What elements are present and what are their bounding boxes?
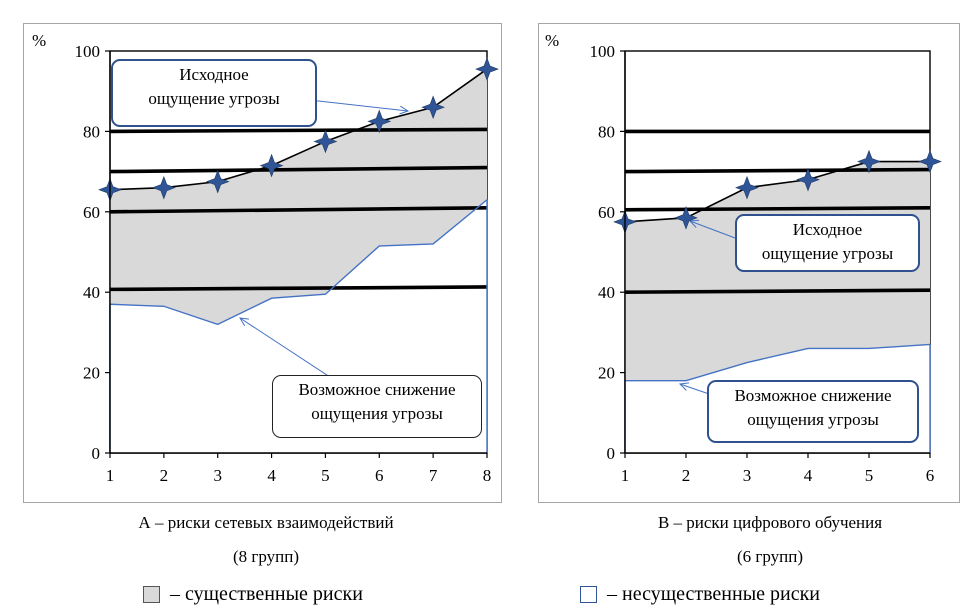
ga-reference-line <box>109 205 488 214</box>
gb-x-tick-label: 5 <box>865 466 874 485</box>
legend-label-significant: – существенные риски <box>170 583 363 605</box>
chart-b-caption: В – риски цифрового обучения (6 групп) <box>590 506 950 574</box>
ga-reference-line <box>109 285 488 292</box>
legend-swatch-insignificant <box>580 586 597 603</box>
ga-x-tick-label: 4 <box>267 466 276 485</box>
gb-y-tick-label: 100 <box>590 42 616 61</box>
callout-line: Исходное <box>792 220 863 239</box>
gb-x-tick-label: 1 <box>621 466 630 485</box>
ga-y-tick-label: 0 <box>92 444 101 463</box>
gb-y-tick-label: 60 <box>598 203 615 222</box>
chart-a-caption: А – риски сетевых взаимодействий (8 груп… <box>60 506 472 574</box>
ga-data-point <box>475 57 499 81</box>
gb-x-tick-label: 6 <box>926 466 935 485</box>
gb-y-tick-label: 20 <box>598 364 615 383</box>
ga-x-tick-label: 6 <box>375 466 384 485</box>
ga-x-tick-label: 8 <box>483 466 492 485</box>
gb-reference-line <box>624 205 931 212</box>
gb-y-tick-label: 40 <box>598 283 615 302</box>
legend-item-significant: – существенные риски <box>143 583 363 606</box>
callout-line: Исходное <box>179 65 249 84</box>
ga-x-tick-label: 5 <box>321 466 330 485</box>
ga-series-reduction-line <box>109 199 488 326</box>
gb-callout-pointer <box>679 383 713 396</box>
gb-y-tick-label: 0 <box>607 444 616 463</box>
caption-line: В – риски цифрового обучения <box>657 513 883 532</box>
chart-a-callout-initial: Исходное ощущение угрозы <box>111 59 317 127</box>
caption-line: (6 групп) <box>736 547 804 566</box>
callout-line: ощущение угрозы <box>148 89 280 108</box>
ga-reference-line <box>109 165 488 174</box>
ga-y-tick-label: 20 <box>83 364 100 383</box>
callout-line: ощущение угрозы <box>761 244 894 263</box>
gb-data-point <box>796 167 820 192</box>
gb-series-reduction-line <box>625 343 931 382</box>
chart-b-callout-initial: Исходное ощущение угрозы <box>735 214 920 272</box>
gb-data-point <box>735 175 759 200</box>
ga-callout-arrowhead <box>239 317 249 326</box>
caption-line: (8 групп) <box>232 547 300 566</box>
legend-swatch-significant <box>143 586 160 603</box>
gb-data-point <box>857 149 881 174</box>
ga-data-point <box>152 175 176 200</box>
gb-data-point <box>918 149 942 174</box>
gb-x-tick-label: 4 <box>804 466 813 485</box>
ga-data-point <box>205 169 230 194</box>
ga-data-point <box>367 109 392 134</box>
gb-x-tick-label: 2 <box>682 466 691 485</box>
legend-label-insignificant: – несущественные риски <box>607 583 821 605</box>
ga-y-tick-label: 100 <box>75 42 101 61</box>
ga-x-tick-label: 2 <box>160 466 169 485</box>
callout-line: Возможное снижение <box>298 380 456 399</box>
ga-data-point <box>259 153 284 178</box>
gb-reference-line <box>624 167 931 174</box>
gb-x-tick-label: 3 <box>743 466 752 485</box>
chart-b-callout-reduction: Возможное снижение ощущения угрозы <box>707 380 919 443</box>
caption-line: А – риски сетевых взаимодействий <box>138 513 394 532</box>
gb-callout-arrowhead <box>678 382 689 391</box>
chart-b-unit-label: % <box>545 31 559 50</box>
ga-callout-arrowhead <box>399 105 410 115</box>
chart-a-callout-reduction: Возможное снижение ощущения угрозы <box>272 375 482 438</box>
gb-y-tick-label: 80 <box>598 122 615 141</box>
callout-line: ощущения угрозы <box>311 404 443 423</box>
legend-item-insignificant: – несущественные риски <box>580 583 820 606</box>
ga-x-tick-label: 7 <box>429 466 438 485</box>
chart-a-unit-label: % <box>32 31 46 50</box>
ga-data-point <box>421 95 445 120</box>
ga-y-tick-label: 60 <box>83 203 100 222</box>
ga-reference-line <box>109 127 488 134</box>
ga-x-tick-label: 3 <box>213 466 222 485</box>
ga-y-tick-label: 80 <box>83 122 100 141</box>
ga-x-tick-label: 1 <box>106 466 115 485</box>
ga-data-point <box>313 129 338 154</box>
ga-y-tick-label: 40 <box>83 283 100 302</box>
callout-line: Возможное снижение <box>734 386 892 405</box>
gb-callout-arrowhead <box>688 219 700 228</box>
gb-reference-line <box>624 288 931 294</box>
callout-line: ощущения угрозы <box>747 410 879 429</box>
gb-data-point <box>674 205 698 230</box>
